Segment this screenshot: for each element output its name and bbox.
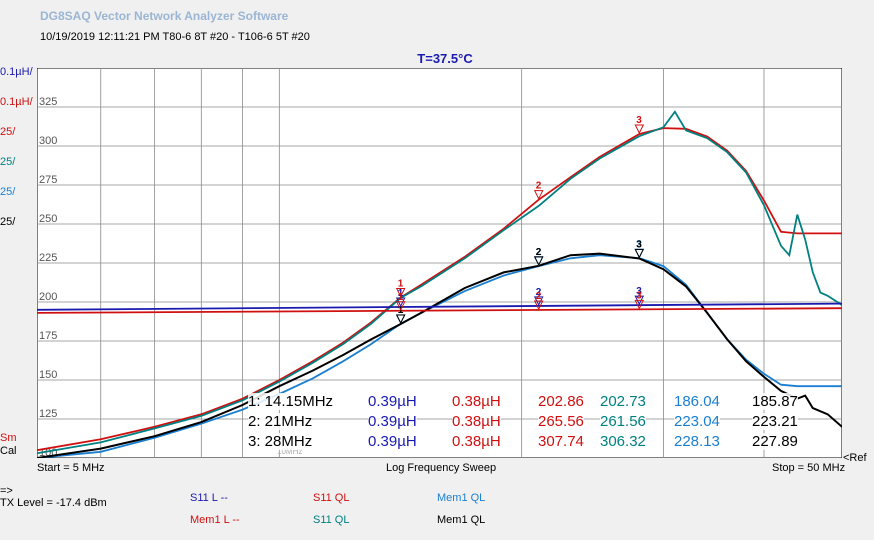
legend-item[interactable]: Mem1 QL <box>437 514 486 526</box>
marker-table-value: 223.21 <box>752 413 798 430</box>
y-tick-label: 150 <box>39 369 57 381</box>
marker-table-value: 0.39µH <box>368 413 417 430</box>
scale-label-4[interactable]: 25/ <box>0 186 16 198</box>
marker-table-value: 227.89 <box>752 433 798 450</box>
marker-table-value: 202.86 <box>538 393 584 410</box>
series-line-4 <box>37 302 842 311</box>
sweep-stop-label: Stop = 50 MHz <box>772 462 846 474</box>
marker-3 <box>634 124 645 135</box>
marker-table-freq: 2: 21MHz <box>248 413 313 430</box>
y-tick-label: 300 <box>39 135 57 147</box>
marker-3 <box>634 248 645 259</box>
tx-level: TX Level = -17.4 dBm <box>0 497 107 509</box>
marker-label-3: 3 <box>636 286 642 297</box>
marker-table-freq: 3: 28MHz <box>248 433 313 450</box>
marker-table-value: 265.56 <box>538 413 584 430</box>
y-tick-label: 100 <box>39 447 57 458</box>
marker-label-2: 2 <box>536 247 542 258</box>
y-tick-label: 125 <box>39 408 57 420</box>
y-tick-label: 275 <box>39 174 57 186</box>
y-tick-label: 325 <box>39 96 57 108</box>
temperature-label: T=37.5°C <box>417 51 473 66</box>
marker-table-value: 0.39µH <box>368 393 417 410</box>
sweep-mode-label: Log Frequency Sweep <box>386 462 497 474</box>
measurement-subtitle: 10/19/2019 12:11:21 PM T80-6 8T #20 - T1… <box>40 31 310 43</box>
legend-item[interactable]: Mem1 L -- <box>190 514 240 526</box>
marker-label-1: 1 <box>398 278 404 289</box>
marker-label-2: 2 <box>536 247 542 258</box>
marker-table-value: 202.73 <box>600 393 646 410</box>
sweep-start-label: Start = 5 MHz <box>37 462 105 474</box>
marker-label-3: 3 <box>636 115 642 126</box>
legend-item[interactable]: Mem1 QL <box>437 492 486 504</box>
y-tick-label: 225 <box>39 252 57 264</box>
sm-label[interactable]: Sm <box>0 432 17 444</box>
y-tick-label: 250 <box>39 213 57 225</box>
marker-table-value: 185.87 <box>752 393 798 410</box>
marker-label-3: 3 <box>636 239 642 250</box>
marker-label-1: 1 <box>398 288 404 299</box>
legend-item[interactable]: S11 QL <box>313 492 350 504</box>
marker-1 <box>395 287 406 298</box>
legend-item[interactable]: S11 L -- <box>190 492 228 504</box>
y-tick-label: 175 <box>39 330 57 342</box>
y-tick-label: 200 <box>39 291 57 303</box>
scale-label-2[interactable]: 25/ <box>0 126 16 138</box>
app-title: DG8SAQ Vector Network Analyzer Software <box>40 9 289 23</box>
cal-label[interactable]: Cal <box>0 445 17 457</box>
scale-label-1[interactable]: 0.1µH/ <box>0 96 33 108</box>
series-line-0 <box>37 127 842 452</box>
marker-table-value: 0.38µH <box>452 413 501 430</box>
scale-label-0[interactable]: 0.1µH/ <box>0 66 33 78</box>
marker-table-value: 0.38µH <box>452 433 501 450</box>
marker-label-3: 3 <box>636 290 642 301</box>
series-line-1 <box>37 110 842 455</box>
marker-3 <box>634 299 645 310</box>
marker-label-1: 1 <box>398 292 404 303</box>
scale-label-5[interactable]: 25/ <box>0 216 16 228</box>
marker-label-2: 2 <box>536 287 542 298</box>
marker-table-value: 261.56 <box>600 413 646 430</box>
faint-decade-label: 10MHz <box>277 447 302 456</box>
marker-label-2: 2 <box>536 181 542 192</box>
marker-2 <box>533 256 544 266</box>
scale-label-3[interactable]: 25/ <box>0 156 16 168</box>
marker-1 <box>395 314 406 325</box>
marker-table-value: 186.04 <box>674 393 720 410</box>
marker-label-3: 3 <box>636 239 642 250</box>
marker-table-value: 306.32 <box>600 433 646 450</box>
marker-table-value: 0.38µH <box>452 393 501 410</box>
marker-table-value: 223.04 <box>674 413 720 430</box>
marker-table-freq: 1: 14.15MHz <box>248 393 334 410</box>
marker-label-2: 2 <box>536 291 542 302</box>
arrow-indicator: => <box>0 485 13 497</box>
series-line-5 <box>37 307 842 314</box>
marker-2 <box>533 190 544 200</box>
ref-button[interactable]: <Ref <box>843 452 867 464</box>
legend-item[interactable]: S11 QL <box>313 514 350 526</box>
marker-1 <box>395 301 406 311</box>
marker-2 <box>533 300 544 311</box>
marker-table-value: 0.39µH <box>368 433 417 450</box>
marker-table-value: 228.13 <box>674 433 720 450</box>
marker-table-value: 307.74 <box>538 433 584 450</box>
